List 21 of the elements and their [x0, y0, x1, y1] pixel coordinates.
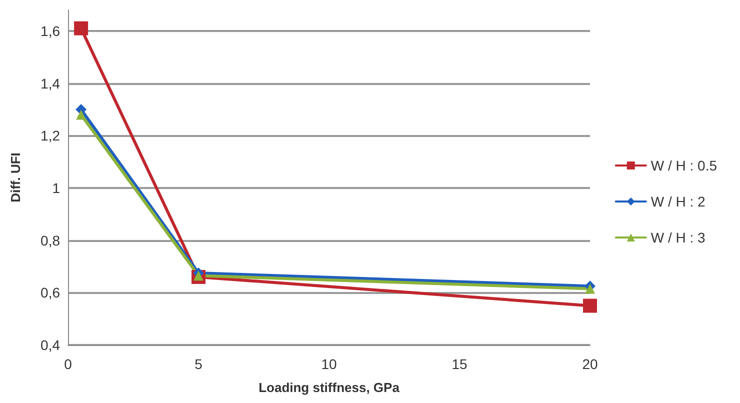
x-tick-label: 0: [64, 356, 72, 372]
y-tick-label: 0,4: [40, 337, 60, 353]
x-tick-label: 15: [452, 356, 468, 372]
legend-label: W / H : 0.5: [650, 158, 718, 174]
x-tick-label: 20: [582, 356, 598, 372]
point: [583, 298, 597, 313]
legend-label: W / H : 3: [650, 230, 706, 246]
x-tick-label: 10: [321, 356, 337, 372]
point: [76, 110, 86, 120]
point: [585, 284, 595, 294]
y-axis-title: Diff. UFI: [8, 152, 23, 202]
y-tick-label: 1,4: [40, 75, 60, 92]
x-tick-label: 5: [194, 356, 203, 372]
y-tick-label: 1: [52, 180, 60, 196]
y-tick-label: 0,8: [40, 232, 60, 248]
y-tick-label: 1,6: [40, 22, 60, 39]
point: [74, 21, 88, 36]
y-tick-label: 1,2: [40, 128, 60, 144]
x-axis-title: Loading stiffness, GPa: [258, 380, 400, 395]
legend-label: W / H : 2: [650, 194, 706, 210]
y-tick-label: 0,6: [40, 284, 60, 301]
